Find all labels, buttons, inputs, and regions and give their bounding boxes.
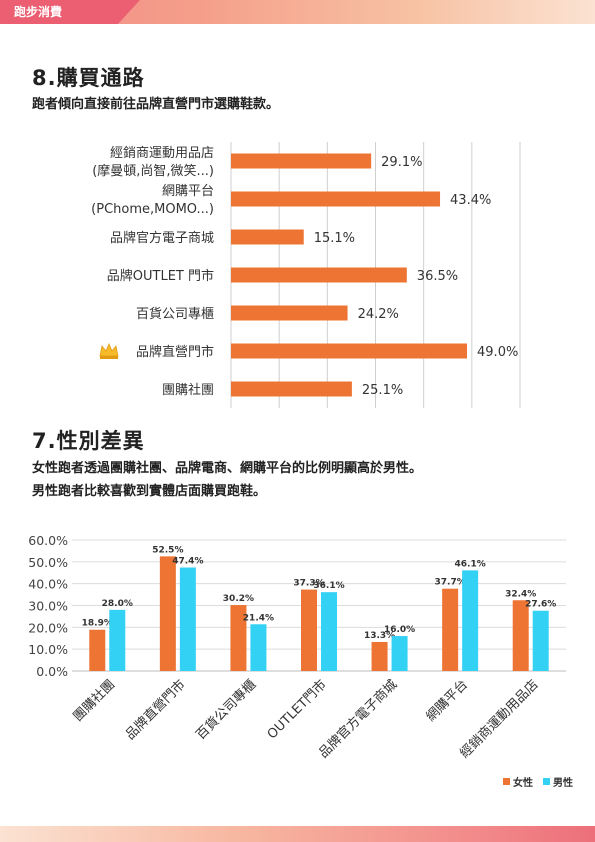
data-label: 32.4% [505, 589, 536, 599]
value-label: 24.2% [358, 307, 399, 322]
data-label: 37.7% [435, 578, 466, 588]
crown-icon [99, 342, 119, 359]
x-tick-label: OUTLET門市 [264, 677, 330, 743]
bar [231, 229, 304, 245]
section-tag: 跑步消費 [0, 0, 140, 24]
section8-subtitle: 跑者傾向直接前往品牌直營門市選購鞋款。 [32, 97, 280, 112]
y-tick-label: 60.0% [28, 533, 68, 548]
y-tick-label: 30.0% [28, 599, 68, 614]
bar [231, 381, 352, 397]
category-label: 網購平台 [162, 184, 214, 199]
bar [231, 305, 348, 321]
bar-female [512, 600, 529, 671]
data-label: 28.0% [102, 599, 133, 609]
category-label: 品牌OUTLET 門市 [107, 268, 214, 284]
category-label: 品牌直營門市 [136, 344, 214, 360]
data-label: 36.1% [313, 581, 344, 591]
legend-swatch [543, 778, 550, 785]
x-tick-label: 品牌直營門市 [122, 677, 188, 743]
section7-subtitle-2: 男性跑者比較喜歡到實體店面購買跑鞋。 [32, 484, 267, 499]
data-label: 52.5% [152, 545, 183, 555]
purchase-channel-chart: 29.1% 經銷商運動用品店 (摩曼頓,尚智,微笑...) 43.4% 網購平台 (PCh… [91, 142, 521, 408]
data-label: 13.3% [364, 631, 395, 641]
category-label: (摩曼頓,尚智,微笑...) [92, 163, 214, 179]
bar [231, 343, 468, 359]
legend-label: 男性 [553, 776, 573, 789]
bar-male [532, 610, 549, 671]
bar-male [250, 624, 267, 671]
category-label: 團購社團 [162, 382, 214, 398]
data-label: 30.2% [223, 594, 254, 604]
data-label: 18.9% [82, 619, 113, 629]
bar-female [230, 605, 247, 671]
data-label: 47.4% [172, 557, 203, 567]
bar-female [89, 629, 106, 671]
data-label: 21.4% [243, 613, 274, 623]
bar-male [321, 592, 337, 671]
value-label: 49.0% [477, 345, 518, 360]
bar [231, 191, 441, 207]
value-label: 15.1% [314, 231, 355, 246]
bar-female [301, 589, 317, 671]
category-label: 經銷商運動用品店 [110, 145, 214, 161]
value-label: 36.5% [417, 269, 458, 284]
x-tick-label: 團購社團 [70, 677, 118, 725]
bar-female [159, 556, 176, 671]
bar-male [391, 636, 408, 671]
y-tick-label: 40.0% [28, 577, 68, 592]
category-label: 品牌官方電子商城 [110, 230, 214, 246]
bar-male [179, 567, 196, 671]
data-label: 27.6% [525, 600, 556, 610]
y-tick-label: 20.0% [28, 620, 68, 635]
x-tick-label: 網購平台 [424, 677, 471, 724]
y-tick-label: 50.0% [28, 555, 68, 570]
gender-difference-chart: 0.0% 10.0% 20.0% 30.0% 40.0% 50.0% 60.0% 18.9% 2… [28, 533, 573, 789]
value-label: 43.4% [450, 193, 491, 208]
bar [231, 267, 407, 283]
y-tick-label: 0.0% [36, 664, 68, 679]
category-label: 百貨公司專櫃 [136, 306, 214, 322]
y-tick-label: 10.0% [28, 642, 68, 657]
bar-male [109, 609, 126, 671]
value-label: 25.1% [362, 383, 403, 398]
legend-swatch [503, 778, 510, 785]
bottom-banner [0, 826, 595, 842]
data-label: 46.1% [455, 559, 486, 569]
x-tick-label: 百貨公司專櫃 [193, 677, 259, 743]
bar-male [462, 570, 479, 671]
legend-label: 女性 [513, 776, 533, 789]
data-label: 37.3% [293, 579, 324, 589]
bar-female [371, 641, 388, 671]
section7-subtitle-1: 女性跑者透過團購社團、品牌電商、網購平台的比例明顯高於男性。 [32, 461, 423, 476]
bar-female [442, 588, 459, 671]
data-label: 16.0% [384, 625, 415, 635]
bar [231, 153, 372, 169]
section8-title: 8.購買通路 [32, 66, 145, 90]
value-label: 29.1% [381, 155, 422, 170]
section7-title: 7.性別差異 [32, 429, 145, 453]
category-label: (PChome,MOMO...) [91, 202, 214, 217]
